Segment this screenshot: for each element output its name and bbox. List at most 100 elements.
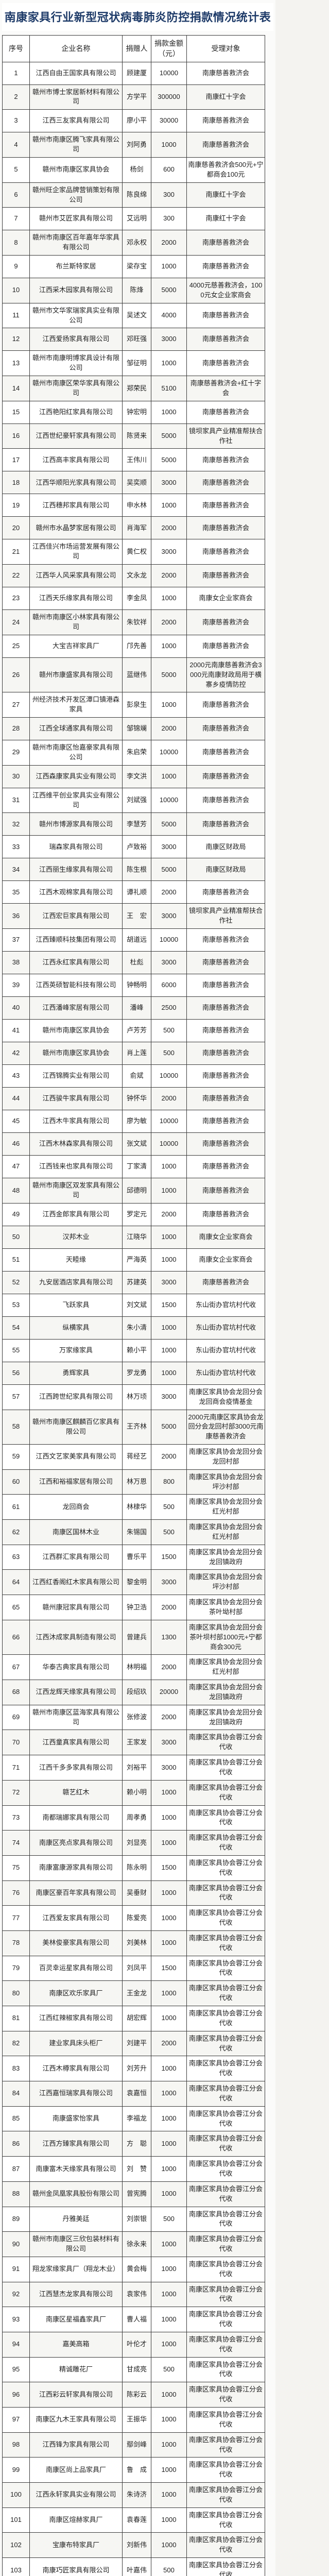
cell-donor: 邓旺强	[122, 328, 151, 351]
cell-seq: 99	[2, 2457, 30, 2483]
cell-donor: 郑荣民	[122, 376, 151, 401]
cell-company: 汉邦木业	[29, 1225, 123, 1249]
cell-seq: 86	[2, 2131, 30, 2157]
cell-company: 赣州市水晶梦家居有限公司	[29, 516, 123, 540]
cell-seq: 26	[2, 657, 30, 693]
cell-donor: 钟卫浩	[122, 1595, 151, 1620]
cell-company: 丹雅美廷	[29, 2206, 123, 2232]
cell-donor: 艾远明	[122, 207, 151, 231]
table-row: 27 州经济技术开发区潭口镇港森家具 彭泉生 1000 南康慈善救济会	[2, 692, 265, 718]
cell-seq: 42	[2, 1042, 30, 1065]
cell-donor: 张文斌	[122, 1132, 151, 1156]
cell-company: 南康区尚上品家具厂	[29, 2457, 123, 2483]
cell-recipient: 南康区家具协会龙回分会坪沙村部	[186, 1469, 265, 1495]
cell-amount: 2000	[151, 1087, 187, 1111]
table-row: 78 美林俊豪家具有限公司 刘美林 1000 南康区家具协会蓉江分会代收	[2, 1930, 265, 1956]
cell-seq: 11	[2, 302, 30, 329]
cell-donor: 谭礼顺	[122, 880, 151, 904]
cell-recipient: 南康慈善救济会	[186, 1110, 265, 1133]
cell-donor: 江晓华	[122, 1225, 151, 1249]
cell-donor: 肖上莲	[122, 1042, 151, 1065]
cell-recipient: 南康区家具协会龙回分会红光村部	[186, 1494, 265, 1520]
cell-recipient: 南康慈善救济会	[186, 109, 265, 133]
cell-donor: 卢芳芳	[122, 1019, 151, 1043]
cell-company: 江西童真家具有限公司	[29, 1730, 123, 1756]
cell-donor: 廖为敏	[122, 1110, 151, 1133]
table-row: 52 九安居酒店家具有限公司 苏建英 3000 南康慈善救济会	[2, 1270, 265, 1294]
cell-recipient: 南康区家具协会蓉江分会代收	[186, 2206, 265, 2232]
cell-amount: 5100	[151, 376, 187, 401]
cell-company: 江西臻顺科技集团有限公司	[29, 928, 123, 952]
cell-donor: 邓永权	[122, 230, 151, 256]
table-row: 47 江西钱来也家具有限公司 丁家清 1000 南康慈善救济会	[2, 1155, 265, 1179]
table-row: 102 宝康布特家具厂 刘新伟 1000 南康区家具协会蓉江分会代收	[2, 2532, 265, 2558]
cell-amount: 10000	[151, 1132, 187, 1156]
cell-seq: 73	[2, 1805, 30, 1831]
cell-seq: 65	[2, 1595, 30, 1620]
cell-company: 天睦缘	[29, 1248, 123, 1272]
table-row: 28 江西全球通家具有限公司 邹锦斓 2000 南康慈善救济会	[2, 717, 265, 741]
cell-amount: 1000	[151, 2006, 187, 2031]
cell-donor: 陈烽	[122, 278, 151, 303]
cell-donor: 梁存宝	[122, 255, 151, 279]
table-row: 39 江西英硕智能科技有限公司 钟畅明 6000 南康慈善救济会	[2, 974, 265, 997]
cell-company: 勇辉家具	[29, 1361, 123, 1385]
cell-recipient: 南康慈善救济会	[186, 132, 265, 158]
table-row: 58 赣州市南康区麒麟百亿家具有限公司 王齐林 5000 2000元南康区家具协会龙回分…	[2, 1409, 265, 1445]
cell-amount: 600	[151, 157, 187, 183]
cell-amount: 1000	[151, 2407, 187, 2433]
cell-amount: 20000	[151, 1680, 187, 1705]
table-row: 60 江西和裕福家居有限公司 林万恩 800 南康区家具协会龙回分会坪沙村部	[2, 1469, 265, 1495]
cell-company: 赣州市南康区蓝海家具有限公司	[29, 1704, 123, 1731]
cell-company: 江西木观棉家具有限公司	[29, 880, 123, 904]
cell-seq: 92	[2, 2281, 30, 2308]
cell-donor: 丁家清	[122, 1155, 151, 1179]
table-row: 15 江西艳阳红家具有限公司 钟宏明 1000 南康慈善救济会	[2, 400, 265, 424]
cell-seq: 44	[2, 1087, 30, 1111]
cell-donor: 顾建厦	[122, 61, 151, 85]
cell-seq: 52	[2, 1270, 30, 1294]
cell-seq: 64	[2, 1569, 30, 1596]
cell-seq: 37	[2, 928, 30, 952]
cell-company: 江西艳阳红家具有限公司	[29, 400, 123, 424]
cell-donor: 黄会梅	[122, 2256, 151, 2282]
cell-amount: 1000	[151, 1248, 187, 1272]
table-row: 61 龙回商会 林棣华 500 南康区家具协会龙回分会红光村部	[2, 1494, 265, 1520]
cell-donor: 王伟川	[122, 448, 151, 472]
cell-recipient: 南康慈善救济会	[186, 302, 265, 329]
cell-amount: 300	[151, 182, 187, 208]
cell-recipient: 东山街办官坑村代收	[186, 1361, 265, 1385]
cell-seq: 39	[2, 974, 30, 997]
table-row: 84 江西嘉恒瑞家具有限公司 袁嘉恒 1000 南康区家具协会蓉江分会代收	[2, 2081, 265, 2107]
cell-amount: 2000	[151, 717, 187, 741]
cell-recipient: 南康慈善救济会	[186, 1087, 265, 1111]
cell-amount: 1000	[151, 2281, 187, 2308]
cell-recipient: 南康慈善救济会	[186, 951, 265, 975]
table-row: 77 江西爱友家具有限公司 陈爱亮 1000 南康区家具协会蓉江分会代收	[2, 1905, 265, 1931]
cell-seq: 101	[2, 2507, 30, 2533]
table-row: 88 赣州金凤凰家具股份有限公司 曾宪腾 1000 南康区家具协会蓉江分会代收	[2, 2181, 265, 2207]
cell-donor: 李福龙	[122, 2106, 151, 2132]
cell-donor: 胡道远	[122, 928, 151, 952]
table-row: 7 赣州市艾匠家具有限公司 艾远明 300 南康红十字会	[2, 207, 265, 231]
cell-seq: 76	[2, 1880, 30, 1906]
cell-donor: 钟怀华	[122, 1087, 151, 1111]
cell-seq: 5	[2, 157, 30, 183]
cell-amount: 2000	[151, 1202, 187, 1226]
cell-company: 嘉美高箱	[29, 2331, 123, 2358]
cell-seq: 29	[2, 740, 30, 766]
cell-recipient: 南康区家具协会龙回分会龙回商会疫情基金	[186, 1384, 265, 1410]
cell-company: 江西永红家具有限公司	[29, 951, 123, 975]
cell-donor: 张修波	[122, 1704, 151, 1731]
cell-amount: 1300	[151, 1619, 187, 1655]
cell-donor: 朱锡国	[122, 1519, 151, 1545]
cell-donor: 罗定元	[122, 1202, 151, 1226]
table-row: 2 赣州市博士家居新材料有限公司 方学平 300000 南康红十字会	[2, 84, 265, 110]
cell-recipient: 南康慈善救济会	[186, 328, 265, 351]
cell-recipient: 南康区家具协会蓉江分会代收	[186, 1955, 265, 1981]
cell-amount: 5000	[151, 1409, 187, 1445]
cell-donor: 刘裕平	[122, 1755, 151, 1781]
table-row: 97 南康区九木王家具有限公司 王振华 1000 南康区家具协会蓉江分会代收	[2, 2407, 265, 2433]
cell-company: 江西潘峰家居有限公司	[29, 996, 123, 1020]
table-row: 31 江西维平创业家具实业有限公司 刘斌强 10000 南康慈善救济会	[2, 787, 265, 814]
